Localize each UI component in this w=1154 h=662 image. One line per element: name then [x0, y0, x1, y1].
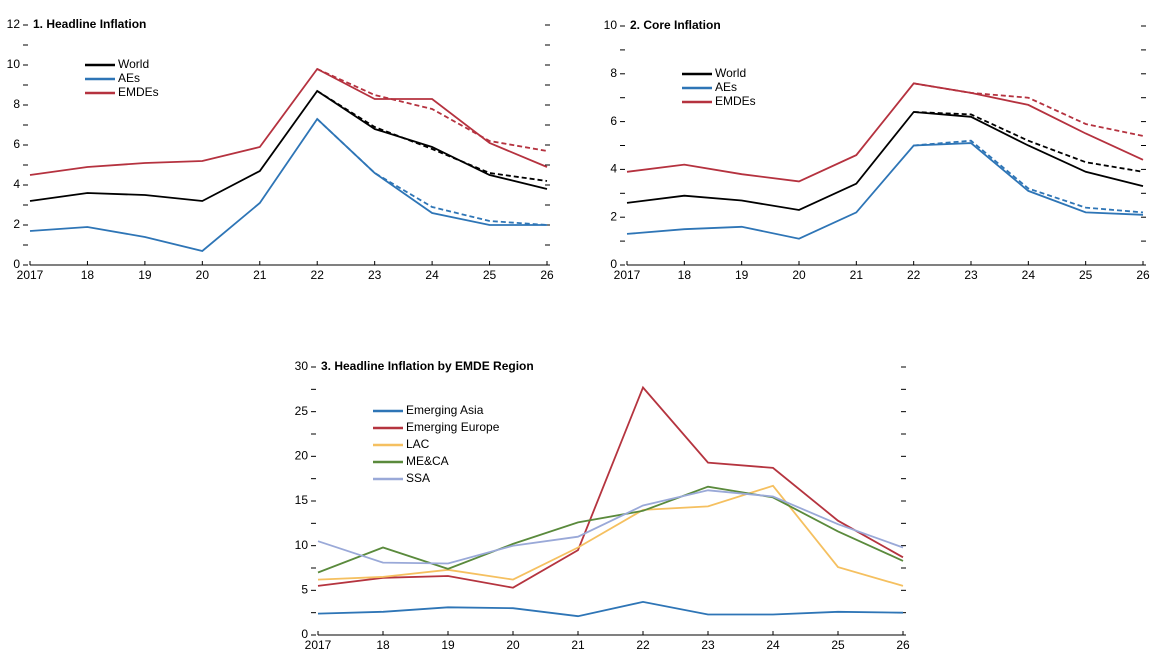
x-tick-label: 23: [701, 638, 715, 652]
x-tick-label: 22: [311, 268, 325, 282]
chart-title: 3. Headline Inflation by EMDE Region: [321, 359, 534, 373]
x-tick-label: 25: [1079, 268, 1093, 282]
x-tick-label: 21: [253, 268, 267, 282]
y-tick-label: 0: [301, 627, 308, 641]
y-tick-label: 30: [295, 359, 309, 373]
x-tick-label: 20: [506, 638, 520, 652]
y-tick-label: 12: [7, 17, 21, 31]
forecast-line: [316, 68, 548, 152]
legend-label: SSA: [406, 471, 430, 485]
series-line: [29, 67, 548, 176]
x-tick-label: 26: [896, 638, 910, 652]
x-tick-label: 22: [636, 638, 650, 652]
y-tick-label: 15: [295, 493, 309, 507]
legend-label: EMDEs: [715, 94, 756, 108]
x-tick-label: 21: [571, 638, 585, 652]
chart-title: 2. Core Inflation: [630, 18, 721, 32]
y-tick-label: 2: [13, 217, 20, 231]
y-tick-label: 10: [7, 57, 21, 71]
x-tick-label: 23: [368, 268, 382, 282]
forecast-line: [316, 90, 548, 182]
x-tick-label: 26: [540, 268, 554, 282]
x-tick-label: 23: [964, 268, 978, 282]
x-tick-label: 2017: [17, 268, 44, 282]
y-tick-label: 25: [295, 404, 309, 418]
forecast-line: [913, 82, 1144, 137]
legend-label: World: [118, 57, 149, 71]
y-tick-label: 0: [610, 257, 617, 271]
forecast-line: [316, 118, 548, 226]
legend-label: AEs: [118, 71, 140, 85]
series-line: [317, 485, 904, 574]
x-tick-label: 18: [81, 268, 95, 282]
y-tick-label: 5: [301, 583, 308, 597]
series-line: [29, 117, 547, 252]
x-tick-label: 18: [376, 638, 390, 652]
series-line: [317, 600, 904, 618]
y-tick-label: 8: [610, 66, 617, 80]
y-tick-label: 4: [13, 177, 20, 191]
legend-label: World: [715, 66, 746, 80]
x-tick-label: 18: [678, 268, 692, 282]
legend-label: Emerging Europe: [406, 420, 500, 434]
series-line: [317, 385, 904, 589]
x-tick-label: 26: [1136, 268, 1150, 282]
x-tick-label: 20: [792, 268, 806, 282]
y-tick-label: 10: [295, 538, 309, 552]
legend-label: Emerging Asia: [406, 403, 484, 417]
series-line: [626, 142, 1144, 240]
series-line: [317, 484, 904, 587]
legend-label: EMDEs: [118, 85, 159, 99]
y-tick-label: 6: [13, 137, 20, 151]
forecast-line: [913, 111, 1144, 173]
y-tick-label: 10: [604, 18, 618, 32]
x-tick-label: 24: [425, 268, 439, 282]
legend-label: LAC: [406, 437, 430, 451]
legend-label: ME&CA: [406, 454, 449, 468]
y-tick-label: 2: [610, 209, 617, 223]
legend-label: AEs: [715, 80, 737, 94]
x-tick-label: 2017: [614, 268, 641, 282]
x-tick-label: 25: [483, 268, 497, 282]
x-tick-label: 20: [196, 268, 210, 282]
y-tick-label: 20: [295, 449, 309, 463]
x-tick-label: 19: [138, 268, 152, 282]
x-tick-label: 22: [907, 268, 921, 282]
series-line: [626, 111, 1144, 211]
y-tick-label: 8: [13, 97, 20, 111]
chart-title: 1. Headline Inflation: [33, 17, 146, 31]
y-tick-label: 4: [610, 162, 617, 176]
series-line: [626, 82, 1144, 183]
y-tick-label: 0: [13, 257, 20, 271]
x-tick-label: 21: [850, 268, 864, 282]
x-tick-label: 2017: [305, 638, 332, 652]
series-line: [317, 489, 904, 565]
x-tick-label: 24: [766, 638, 780, 652]
x-tick-label: 25: [831, 638, 845, 652]
forecast-line: [913, 139, 1144, 214]
x-tick-label: 19: [735, 268, 749, 282]
x-tick-label: 24: [1022, 268, 1036, 282]
x-tick-label: 19: [441, 638, 455, 652]
y-tick-label: 6: [610, 114, 617, 128]
